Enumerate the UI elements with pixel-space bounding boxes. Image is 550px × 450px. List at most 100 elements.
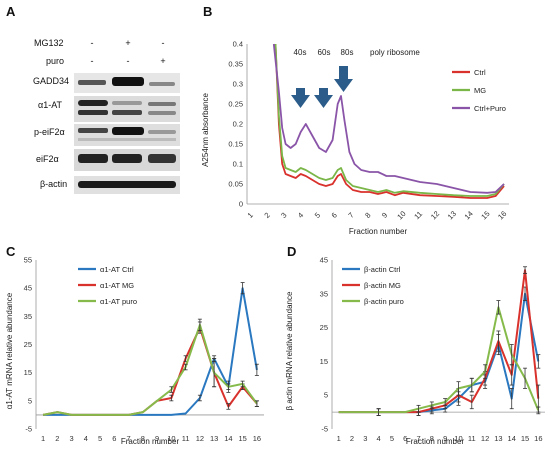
legend-label-3: α1-AT puro [100,297,137,306]
peif2a-band-3 [148,130,176,134]
x-tick-label: 15 [479,209,491,221]
y-tick-label: 0.25 [228,100,243,109]
mg132-sign-1: - [91,38,94,48]
eif2a-band-1 [78,154,108,163]
y-tick-label: 25 [320,323,328,332]
eif2a-band-3 [148,154,176,163]
x-tick-label: 3 [70,434,74,443]
a1at-strip [74,96,180,122]
x-tick-label: 1 [337,434,341,443]
x-tick-label: 4 [377,434,381,443]
y-tick-label: -5 [25,425,32,434]
annotation-60s: 60s [318,48,331,57]
x-tick-label: 14 [463,209,475,221]
y-tick-label: 35 [24,312,32,321]
y-tick-label: 15 [24,368,32,377]
x-tick-label: 15 [238,434,246,443]
x-tick-label: 1 [41,434,45,443]
x-tick-label: 5 [98,434,102,443]
panel-a-label: A [6,4,16,19]
y-tick-label: 45 [320,256,328,265]
band-label-bactin: β-actin [40,179,67,189]
mg132-label: MG132 [34,38,64,48]
peif2a-band-1 [78,128,108,133]
x-tick-label: 6 [403,434,407,443]
x-tick-label: 14 [508,434,516,443]
y-tick-label: 15 [320,357,328,366]
series-line-2 [274,43,505,197]
chart-d-ylabel: β actin mRNA relative abundance [285,291,294,410]
gadd34-band-1 [78,80,106,85]
band-label-eif2a: eiF2α [36,154,59,164]
band-label-a1at: α1-AT [38,100,63,110]
x-tick-label: 9 [380,211,389,220]
y-tick-label: 55 [24,256,32,265]
annotation-polyribosome: poly ribosome [370,48,420,57]
x-tick-label: 15 [521,434,529,443]
eif2a-band-2 [112,154,142,163]
peif2a-band-2 [112,127,144,135]
x-tick-label: 16 [534,434,542,443]
y-tick-label: 0.15 [228,140,243,149]
x-tick-label: 7 [346,211,355,220]
y-tick-label: 5 [324,391,328,400]
x-tick-label: 11 [468,434,476,443]
chart-c-xlabel: Fraction number [121,437,180,446]
series-line-2 [42,326,258,416]
legend-label-2: α1-AT MG [100,281,134,290]
chart-d-xlabel: Fraction number [406,437,465,446]
x-tick-label: 10 [395,209,407,221]
chart-b-polysome-profile: A254nm absorbance Fraction number 40s 60… [201,40,509,236]
chart-b-xlabel: Fraction number [349,227,408,236]
x-tick-label: 8 [363,211,372,220]
gadd34-band-2 [112,77,144,86]
band-label-peif2a: p-eiF2α [34,127,65,137]
y-tick-label: 25 [24,340,32,349]
y-tick-label: 0.2 [233,120,243,129]
western-blot: MG132 - + - puro - - + GADD34 α1-AT p-ei… [33,38,180,194]
band-label-gadd34: GADD34 [33,76,69,86]
y-tick-label: -5 [321,425,328,434]
arrow-80s [334,66,353,92]
x-tick-label: 13 [494,434,502,443]
gadd34-band-3 [149,82,175,86]
y-tick-label: 45 [24,284,32,293]
legend-label-1: β-actin Ctrl [364,265,401,274]
chart-b-ylabel: A254nm absorbance [201,93,210,167]
x-tick-label: 2 [350,434,354,443]
chart-d-bactin-mrna: β actin mRNA relative abundance Fraction… [285,256,545,446]
x-tick-label: 13 [446,209,458,221]
x-tick-label: 10 [167,434,175,443]
a1at-band-6 [148,111,176,115]
x-tick-label: 7 [416,434,420,443]
x-tick-label: 9 [155,434,159,443]
x-tick-label: 3 [279,211,288,220]
annotation-40s: 40s [294,48,307,57]
x-tick-label: 5 [390,434,394,443]
mg132-sign-2: + [125,38,130,48]
x-tick-label: 16 [253,434,261,443]
x-tick-label: 1 [246,211,255,220]
a1at-band-5 [148,102,176,106]
peif2a-band-4 [78,138,176,141]
y-tick-label: 0.05 [228,180,243,189]
panel-b-label: B [203,4,212,19]
puro-sign-1: - [91,56,94,66]
panel-c-label: C [6,244,16,259]
x-tick-label: 11 [182,434,190,443]
x-tick-label: 6 [330,211,339,220]
y-tick-label: 0.4 [233,40,243,49]
y-tick-label: 0.35 [228,60,243,69]
y-tick-label: 0.1 [233,160,243,169]
series-line-1 [274,43,505,199]
legend-label-2: MG [474,86,486,95]
y-tick-label: 0 [239,200,243,209]
x-tick-label: 13 [210,434,218,443]
legend-label-2: β-actin MG [364,281,401,290]
x-tick-label: 14 [224,434,232,443]
x-tick-label: 3 [363,434,367,443]
a1at-band-3 [112,101,142,105]
arrow-40s [291,88,310,108]
y-tick-label: 0.3 [233,80,243,89]
x-tick-label: 12 [196,434,204,443]
